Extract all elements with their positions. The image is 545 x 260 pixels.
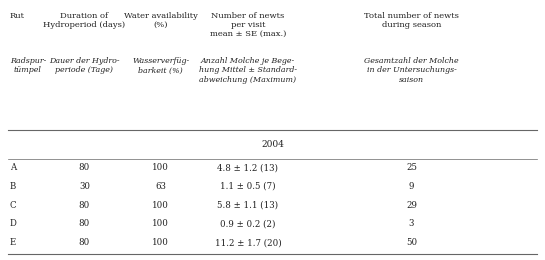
Text: E: E	[10, 238, 16, 247]
Text: Water availability
(%): Water availability (%)	[124, 12, 198, 29]
Text: 11.2 ± 1.7 (20): 11.2 ± 1.7 (20)	[215, 238, 281, 247]
Text: 100: 100	[153, 163, 169, 172]
Text: 80: 80	[79, 219, 90, 228]
Text: 1.1 ± 0.5 (7): 1.1 ± 0.5 (7)	[220, 182, 276, 191]
Text: Anzahl Molche je Bege-
hung Mittel ± Standard-
abweichung (Maximum): Anzahl Molche je Bege- hung Mittel ± Sta…	[199, 57, 297, 84]
Text: B: B	[10, 182, 16, 191]
Text: Gesamtzahl der Molche
in der Untersuchungs-
saison: Gesamtzahl der Molche in der Untersuchun…	[364, 57, 459, 84]
Text: 80: 80	[79, 201, 90, 210]
Text: Rut: Rut	[10, 12, 25, 20]
Text: D: D	[10, 219, 17, 228]
Text: Total number of newts
during season: Total number of newts during season	[364, 12, 459, 29]
Text: 2004: 2004	[261, 140, 284, 149]
Text: A: A	[10, 163, 16, 172]
Text: 80: 80	[79, 163, 90, 172]
Text: 63: 63	[155, 182, 166, 191]
Text: Wasserverfüg-
barkeit (%): Wasserverfüg- barkeit (%)	[132, 57, 189, 74]
Text: 100: 100	[153, 219, 169, 228]
Text: Duration of
Hydroperiod (days): Duration of Hydroperiod (days)	[44, 12, 125, 29]
Text: 4.8 ± 1.2 (13): 4.8 ± 1.2 (13)	[217, 163, 278, 172]
Text: Radspur-
tümpel: Radspur- tümpel	[10, 57, 46, 74]
Text: 0.9 ± 0.2 (2): 0.9 ± 0.2 (2)	[220, 219, 276, 228]
Text: 100: 100	[153, 201, 169, 210]
Text: 100: 100	[153, 238, 169, 247]
Text: 29: 29	[406, 201, 417, 210]
Text: C: C	[10, 201, 16, 210]
Text: Dauer der Hydro-
periode (Tage): Dauer der Hydro- periode (Tage)	[49, 57, 120, 74]
Text: 30: 30	[79, 182, 90, 191]
Text: 5.8 ± 1.1 (13): 5.8 ± 1.1 (13)	[217, 201, 278, 210]
Text: 25: 25	[406, 163, 417, 172]
Text: 9: 9	[409, 182, 414, 191]
Text: 3: 3	[409, 219, 414, 228]
Text: Number of newts
per visit
mean ± SE (max.): Number of newts per visit mean ± SE (max…	[210, 12, 286, 38]
Text: 50: 50	[406, 238, 417, 247]
Text: 80: 80	[79, 238, 90, 247]
